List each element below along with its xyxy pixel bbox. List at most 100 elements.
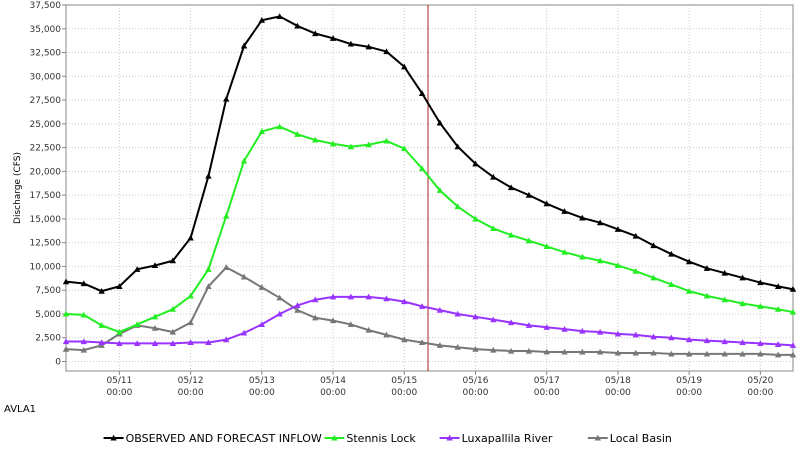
data-point bbox=[134, 321, 141, 327]
data-point bbox=[365, 293, 372, 300]
data-point bbox=[80, 346, 88, 353]
data-point bbox=[80, 280, 88, 287]
legend-item: OBSERVED AND FORECAST INFLOW bbox=[103, 432, 322, 445]
data-point bbox=[312, 296, 319, 303]
data-point bbox=[329, 293, 337, 300]
data-point bbox=[561, 208, 568, 214]
data-point bbox=[739, 350, 746, 357]
data-point bbox=[650, 242, 657, 249]
data-point bbox=[418, 165, 426, 172]
data-point bbox=[401, 336, 408, 343]
data-point bbox=[205, 339, 212, 346]
data-point bbox=[294, 131, 301, 137]
data-point bbox=[472, 345, 479, 352]
data-point bbox=[632, 267, 639, 274]
series-line bbox=[66, 295, 794, 347]
data-point bbox=[561, 348, 568, 355]
data-point bbox=[472, 313, 479, 320]
data-point bbox=[151, 340, 159, 346]
station-label: AVLA1 bbox=[4, 404, 36, 415]
y-tick-label: 30,000 bbox=[30, 72, 62, 82]
data-point bbox=[579, 348, 586, 355]
data-point bbox=[739, 300, 746, 307]
data-point bbox=[789, 286, 797, 292]
x-tick-date: 05/13 bbox=[249, 376, 275, 386]
data-point bbox=[579, 253, 586, 260]
data-point bbox=[774, 351, 782, 358]
data-point bbox=[454, 143, 461, 150]
data-point bbox=[223, 264, 230, 270]
data-point bbox=[80, 311, 88, 318]
data-point bbox=[169, 340, 177, 346]
data-point bbox=[507, 347, 515, 354]
x-tick-date: 05/16 bbox=[463, 376, 489, 386]
data-point bbox=[347, 293, 355, 300]
data-point bbox=[116, 340, 123, 346]
data-point bbox=[703, 265, 711, 271]
series-line bbox=[65, 15, 794, 293]
x-tick-time: 00:00 bbox=[534, 388, 560, 398]
data-point bbox=[472, 160, 479, 167]
x-tick-time: 00:00 bbox=[249, 388, 275, 398]
y-tick-label: 32,500 bbox=[30, 49, 62, 59]
data-point bbox=[596, 257, 604, 264]
x-tick-date: 05/17 bbox=[534, 376, 560, 386]
data-point bbox=[436, 187, 444, 193]
data-point bbox=[614, 330, 622, 337]
data-point bbox=[223, 336, 230, 343]
data-point bbox=[258, 321, 266, 327]
data-point bbox=[774, 341, 782, 347]
legend: OBSERVED AND FORECAST INFLOW Stennis Lock… bbox=[103, 432, 672, 445]
data-point bbox=[789, 308, 797, 315]
data-point bbox=[312, 314, 319, 321]
y-tick-label: 2,500 bbox=[35, 334, 61, 344]
data-point bbox=[294, 302, 301, 308]
data-point bbox=[757, 340, 764, 346]
series-0 bbox=[62, 13, 797, 294]
y-tick-label: 37,500 bbox=[30, 1, 62, 11]
data-point bbox=[187, 339, 194, 346]
data-point bbox=[721, 296, 728, 303]
data-point bbox=[721, 338, 728, 345]
data-point bbox=[80, 338, 88, 345]
data-point bbox=[276, 310, 283, 317]
x-tick-date: 05/19 bbox=[676, 376, 702, 386]
data-point bbox=[347, 143, 355, 150]
data-point bbox=[757, 350, 764, 357]
data-point bbox=[418, 339, 426, 346]
y-tick-label: 20,000 bbox=[30, 167, 62, 177]
data-point bbox=[401, 63, 408, 70]
legend-item: Local Basin bbox=[587, 432, 672, 445]
legend-item: Stennis Lock bbox=[324, 432, 416, 445]
data-point bbox=[240, 42, 248, 49]
data-point bbox=[561, 248, 568, 255]
data-point bbox=[774, 306, 782, 312]
data-point bbox=[685, 336, 693, 343]
data-point bbox=[383, 331, 390, 338]
y-tick-label: 7,500 bbox=[35, 286, 61, 296]
data-point bbox=[187, 234, 194, 241]
data-point bbox=[98, 339, 105, 346]
x-tick-time: 00:00 bbox=[178, 388, 204, 398]
x-tick-date: 05/14 bbox=[320, 376, 346, 386]
x-tick-date: 05/12 bbox=[178, 376, 204, 386]
data-point bbox=[789, 342, 797, 348]
series-2 bbox=[62, 293, 797, 348]
y-tick-label: 5,000 bbox=[35, 310, 61, 320]
data-point bbox=[383, 295, 390, 302]
data-point bbox=[276, 294, 283, 301]
series-1 bbox=[62, 123, 797, 335]
y-tick-label: 10,000 bbox=[30, 262, 62, 272]
y-tick-label: 25,000 bbox=[30, 120, 62, 130]
x-axis-ticks: 05/11 00:00 05/12 00:00 05/13 00:00 05/14 00:00… bbox=[106, 371, 774, 398]
y-tick-label: 0 bbox=[55, 357, 61, 367]
y-axis-title: Discharge (CFS) bbox=[13, 152, 23, 224]
y-tick-label: 17,500 bbox=[30, 191, 62, 201]
data-point bbox=[116, 283, 123, 289]
data-point bbox=[187, 319, 194, 326]
data-point bbox=[365, 326, 372, 333]
x-tick-time: 00:00 bbox=[676, 388, 702, 398]
data-point bbox=[329, 140, 337, 147]
data-point bbox=[418, 303, 426, 309]
